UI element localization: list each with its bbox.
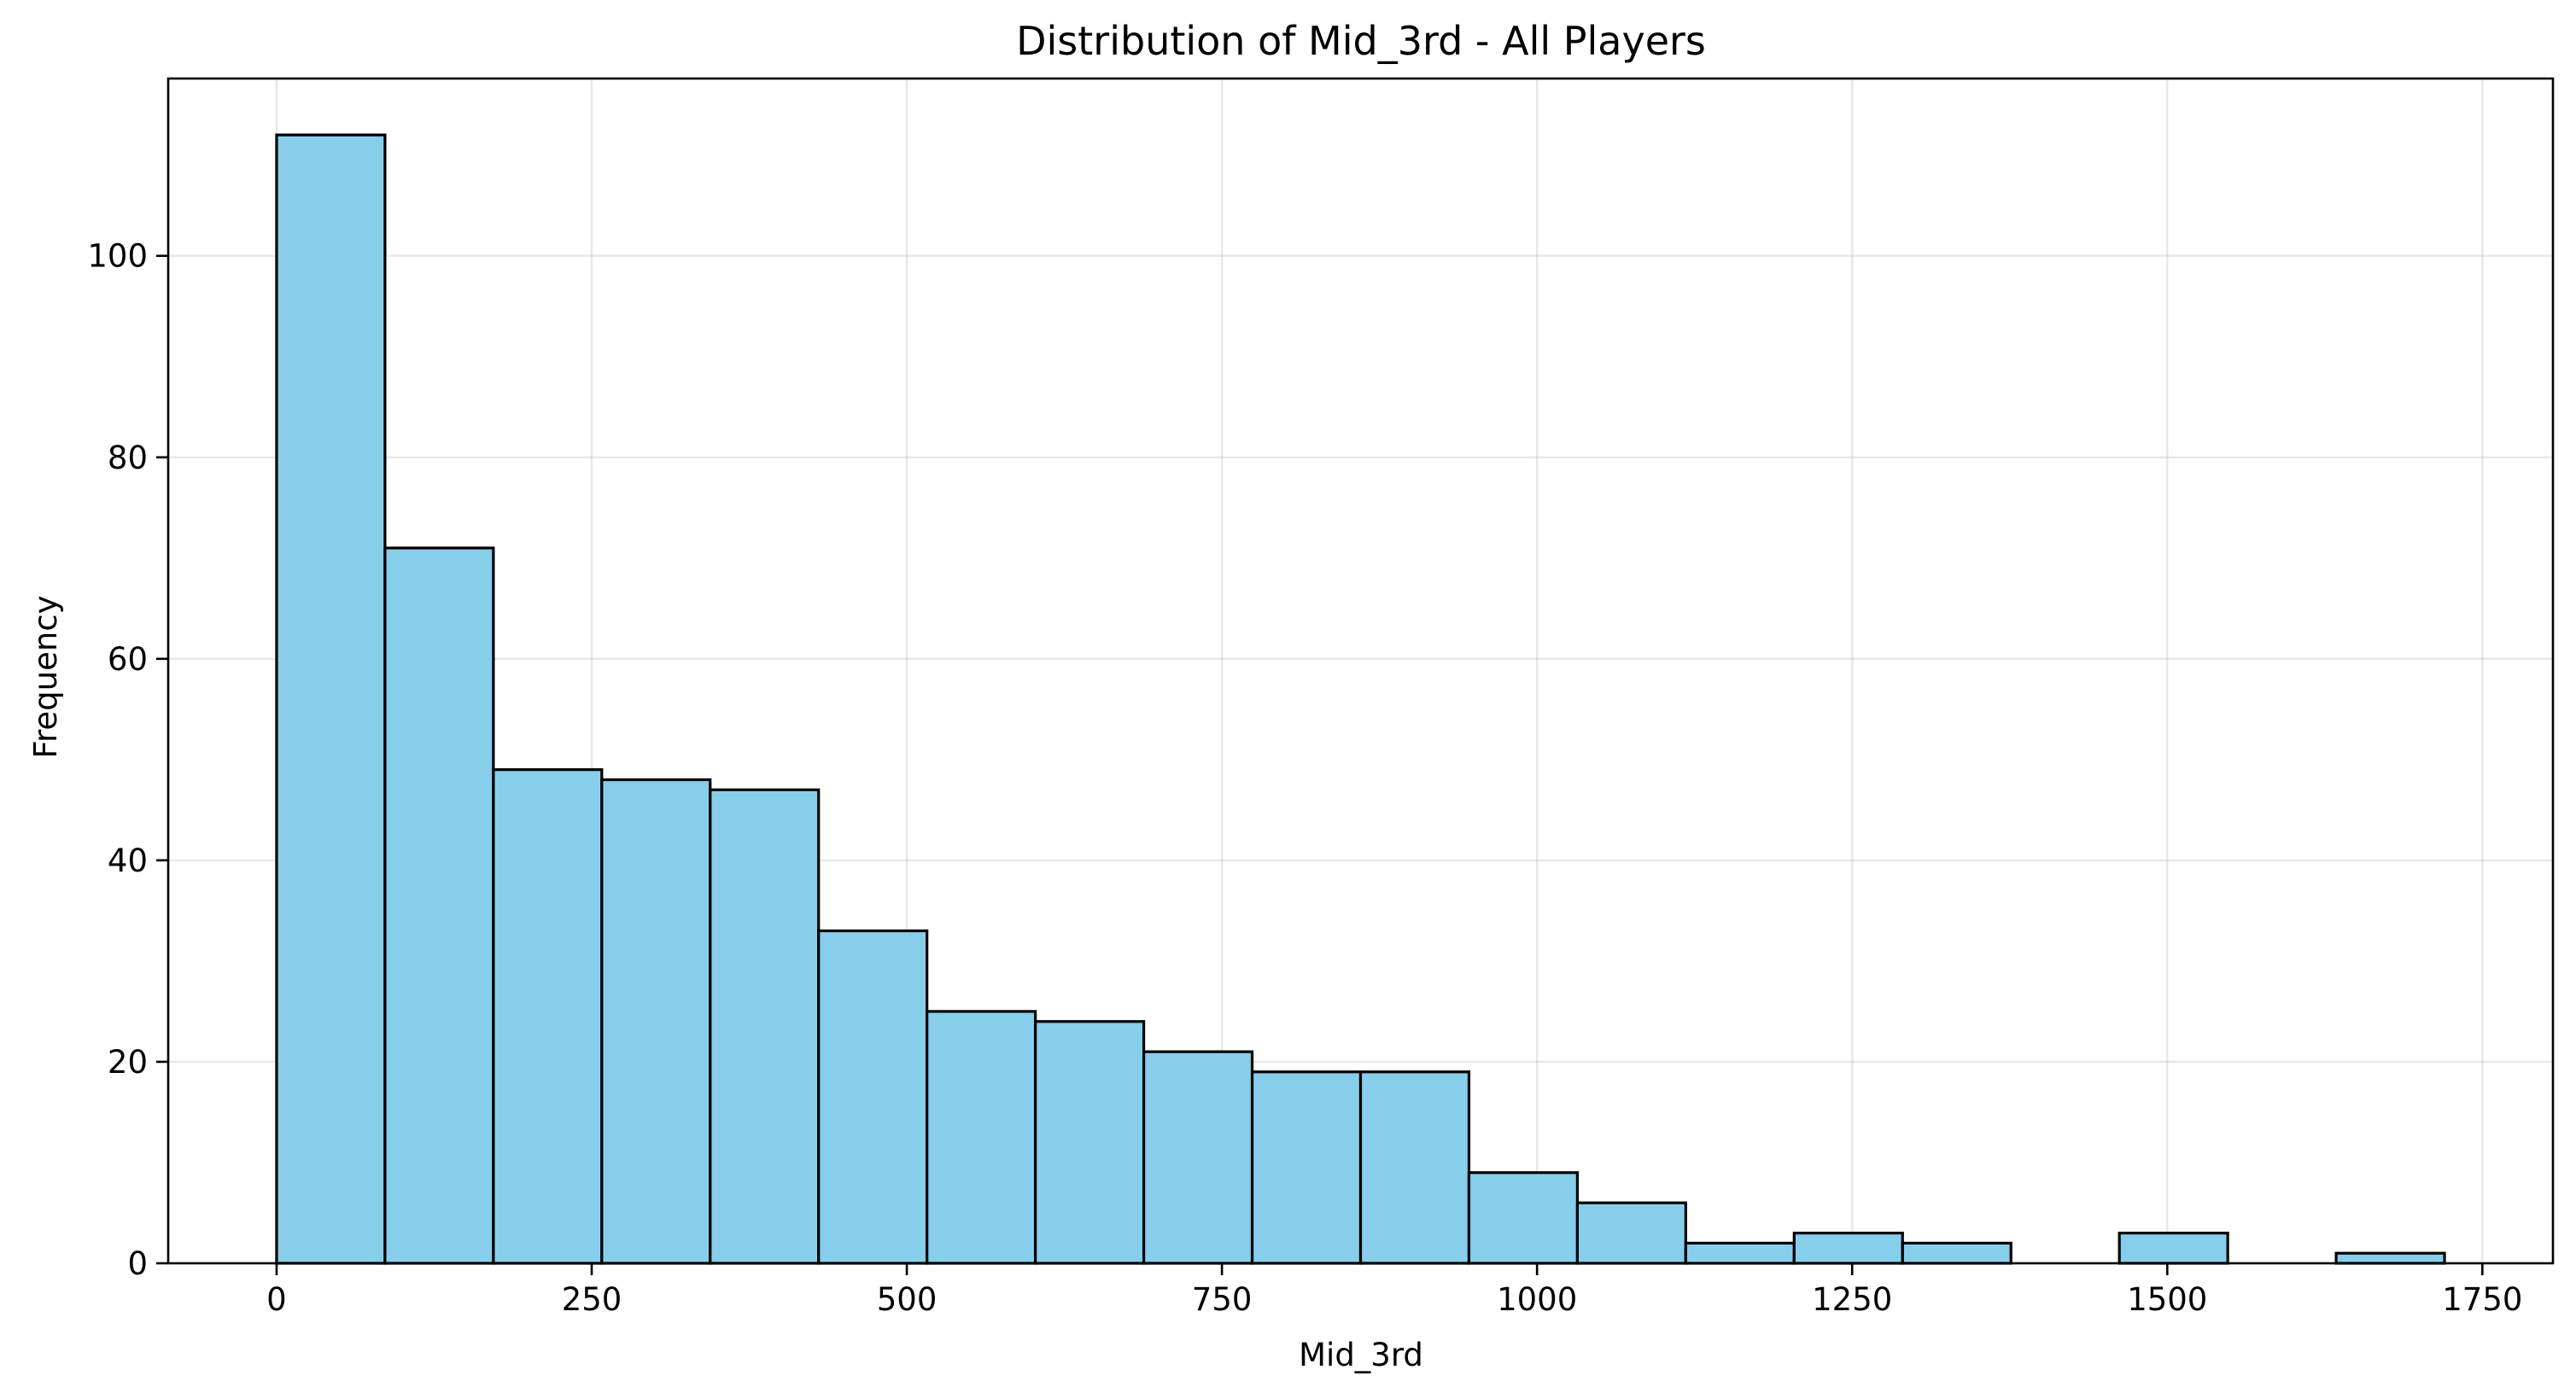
histogram-bar bbox=[1792, 1231, 1904, 1265]
x-tick-label: 1000 bbox=[1497, 1281, 1577, 1318]
histogram-bar bbox=[1684, 1241, 1796, 1265]
histogram-bar bbox=[2117, 1231, 2229, 1265]
histogram-bar bbox=[600, 778, 712, 1265]
chart-title: Distribution of Mid_3rd - All Players bbox=[1016, 18, 1706, 64]
histogram-bar bbox=[1142, 1050, 1254, 1265]
x-tick-label: 1750 bbox=[2442, 1281, 2522, 1318]
y-tick-label: 40 bbox=[108, 842, 148, 879]
histogram-bar bbox=[1467, 1171, 1580, 1265]
y-tick-label: 100 bbox=[87, 238, 148, 275]
histogram-bar bbox=[1575, 1201, 1687, 1265]
histogram-bar bbox=[1250, 1070, 1363, 1265]
x-tick-label: 0 bbox=[266, 1281, 287, 1318]
x-tick-label: 500 bbox=[877, 1281, 938, 1318]
x-tick-label: 1500 bbox=[2127, 1281, 2207, 1318]
histogram-bar bbox=[709, 788, 821, 1265]
histogram-bars bbox=[275, 133, 2446, 1265]
histogram-bar bbox=[926, 1010, 1037, 1265]
y-axis-ticks: 0 20 40 60 80 100 bbox=[87, 238, 168, 1282]
histogram-bar bbox=[1901, 1241, 2012, 1265]
histogram-bar bbox=[1034, 1020, 1146, 1265]
y-tick-label: 60 bbox=[108, 641, 148, 678]
x-tick-label: 1250 bbox=[1812, 1281, 1892, 1318]
histogram-bar bbox=[275, 133, 387, 1265]
y-tick-label: 20 bbox=[108, 1044, 148, 1081]
y-tick-label: 80 bbox=[108, 440, 148, 476]
histogram-bar bbox=[383, 546, 495, 1265]
x-axis-label: Mid_3rd bbox=[1299, 1337, 1423, 1373]
histogram-bar bbox=[817, 929, 929, 1265]
y-axis-label: Frequency bbox=[27, 595, 64, 758]
plot-frame bbox=[166, 77, 2555, 1265]
histogram-bar bbox=[492, 768, 604, 1265]
x-axis-ticks: 0 250 500 750 1000 1250 1500 1750 bbox=[266, 1263, 2522, 1318]
x-tick-label: 250 bbox=[562, 1281, 622, 1318]
y-tick-label: 0 bbox=[127, 1245, 148, 1282]
histogram-bar bbox=[1358, 1070, 1471, 1265]
histogram-bar bbox=[2334, 1251, 2446, 1265]
x-tick-label: 750 bbox=[1192, 1281, 1253, 1318]
